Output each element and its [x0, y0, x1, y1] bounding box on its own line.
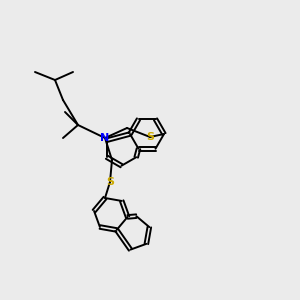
Text: S: S — [106, 177, 114, 187]
Text: S: S — [146, 132, 154, 142]
Text: N: N — [100, 133, 109, 143]
